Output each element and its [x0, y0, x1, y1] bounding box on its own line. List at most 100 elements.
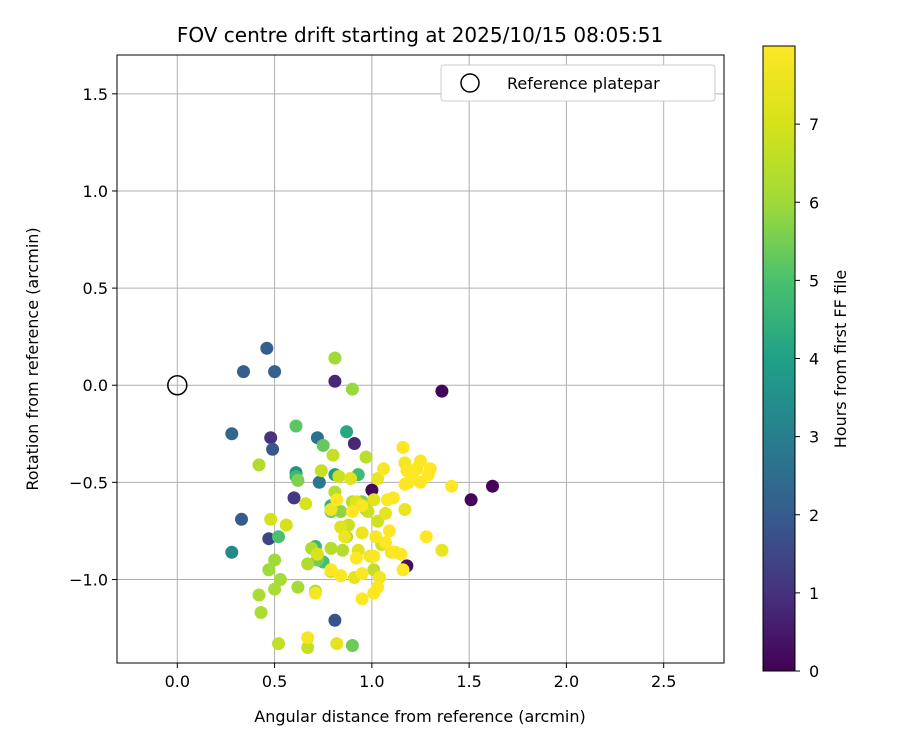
data-point: [301, 631, 315, 645]
x-tick-label: 0.0: [165, 672, 190, 691]
data-point: [355, 567, 369, 581]
plot-area: [117, 55, 724, 663]
x-axis-label: Angular distance from reference (arcmin): [254, 707, 585, 726]
data-point: [486, 479, 499, 493]
data-point: [301, 557, 315, 571]
data-point: [359, 450, 373, 464]
data-point: [254, 606, 268, 619]
data-point: [225, 545, 239, 559]
data-point: [252, 458, 266, 472]
data-point: [289, 419, 303, 433]
colorbar-tick-label: 1: [809, 584, 819, 603]
colorbar-gradient: [762, 45, 796, 672]
data-point: [273, 573, 287, 586]
data-point: [373, 571, 387, 584]
data-point: [347, 437, 361, 450]
colorbar-tick-label: 5: [809, 271, 819, 290]
data-point: [314, 464, 328, 478]
data-point: [262, 532, 276, 546]
data-point: [252, 588, 266, 602]
data-point: [464, 493, 478, 507]
y-axis-label: Rotation from reference (arcmin): [23, 227, 42, 490]
data-point: [379, 506, 392, 520]
data-point: [371, 472, 385, 485]
data-point: [435, 543, 449, 557]
colorbar-tick-label: 2: [809, 506, 819, 525]
data-point: [402, 475, 416, 489]
legend: Reference platepar: [440, 64, 716, 102]
data-point: [262, 563, 276, 577]
y-tick-label: 0.0: [83, 376, 108, 395]
data-point: [299, 497, 313, 511]
data-point: [301, 641, 315, 654]
data-point: [328, 613, 342, 627]
data-point: [291, 580, 305, 594]
y-tick-label: 0.5: [83, 279, 108, 298]
data-point: [349, 551, 363, 565]
data-point: [367, 493, 381, 507]
data-point: [382, 524, 396, 538]
data-point: [367, 549, 381, 563]
colorbar-tick-label: 3: [809, 428, 819, 447]
data-point: [355, 499, 369, 513]
plot-frame: [116, 54, 725, 664]
data-point: [445, 479, 459, 493]
data-point: [324, 503, 338, 516]
data-point: [268, 365, 282, 379]
data-point: [324, 541, 338, 555]
data-point: [396, 563, 410, 577]
data-point: [287, 491, 301, 505]
data-point: [355, 526, 369, 540]
data-point: [308, 586, 322, 600]
data-point: [414, 454, 427, 468]
grid-lines: [117, 55, 724, 663]
data-point: [237, 365, 250, 379]
x-tick-label: 2.5: [651, 672, 676, 691]
reference-marker-group: [167, 374, 188, 396]
data-point: [388, 545, 402, 559]
data-point: [328, 351, 342, 365]
y-axis: −1.0 −0.5 0.0 0.5 1.0 1.5: [69, 85, 117, 589]
data-point: [330, 493, 344, 507]
y-tick-label: −1.0: [69, 570, 108, 589]
data-point: [336, 543, 350, 557]
x-tick-label: 2.0: [554, 672, 579, 691]
data-point: [328, 374, 342, 388]
y-tick-label: 1.5: [83, 85, 108, 104]
data-point: [396, 440, 410, 454]
colorbar-tick-label: 0: [809, 662, 819, 681]
data-point: [272, 637, 285, 651]
colorbar-label: Hours from first FF file: [831, 270, 850, 449]
data-point: [235, 512, 248, 526]
data-point: [272, 530, 285, 544]
colorbar-tick-label: 6: [809, 193, 819, 212]
y-tick-label: −0.5: [69, 473, 108, 492]
data-point: [312, 475, 326, 489]
data-point: [225, 427, 239, 441]
chart-title: FOV centre drift starting at 2025/10/15 …: [177, 23, 663, 47]
x-tick-label: 1.5: [456, 672, 481, 691]
data-point: [435, 384, 449, 398]
data-point: [380, 493, 394, 507]
x-tick-label: 1.0: [359, 672, 384, 691]
x-tick-label: 0.5: [262, 672, 287, 691]
data-point: [268, 582, 282, 596]
data-point: [330, 637, 344, 651]
data-point: [332, 470, 346, 483]
data-point: [379, 536, 392, 550]
legend-box: [440, 64, 716, 102]
data-point: [414, 475, 427, 489]
data-point: [326, 448, 340, 462]
data-point: [334, 505, 348, 518]
colorbar-tick-label: 7: [809, 115, 819, 134]
data-point: [365, 483, 379, 497]
data-point: [310, 547, 324, 561]
data-point: [398, 503, 412, 516]
data-point: [334, 569, 348, 583]
data-point: [338, 530, 352, 544]
data-point: [279, 518, 293, 532]
data-point: [345, 505, 359, 518]
data-point: [423, 462, 437, 476]
data-point: [268, 553, 282, 567]
